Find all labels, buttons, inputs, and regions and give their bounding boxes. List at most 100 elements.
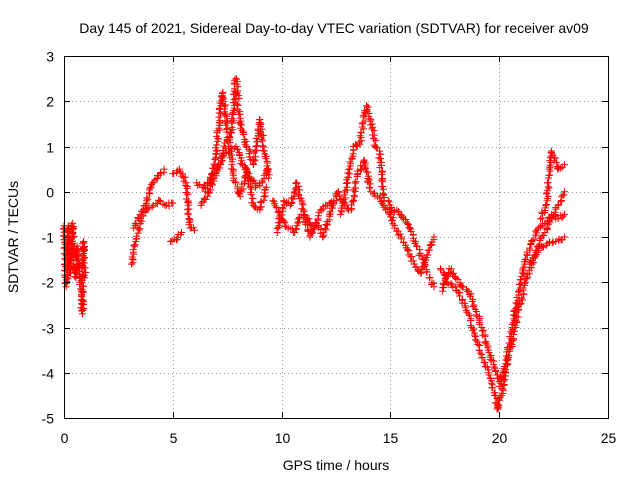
data-marker <box>557 164 565 172</box>
data-marker <box>353 142 361 150</box>
data-marker <box>472 311 480 319</box>
data-marker <box>222 112 230 120</box>
data-marker <box>447 265 455 273</box>
data-marker <box>275 222 283 230</box>
data-marker <box>558 163 566 171</box>
data-marker <box>402 244 410 252</box>
data-marker <box>234 145 242 153</box>
data-marker <box>447 279 455 287</box>
data-marker <box>259 142 267 150</box>
data-marker <box>488 384 496 392</box>
data-marker <box>186 217 194 225</box>
data-marker <box>559 212 567 220</box>
data-point <box>526 260 534 268</box>
data-marker <box>143 194 151 202</box>
data-marker <box>260 143 268 151</box>
data-marker <box>228 115 236 123</box>
data-marker <box>398 213 406 221</box>
data-marker <box>506 339 514 347</box>
data-marker <box>241 166 249 174</box>
data-marker <box>176 168 184 176</box>
data-marker <box>511 305 519 313</box>
data-marker <box>557 198 565 206</box>
x-axis-tick-labels: 0 5 10 15 20 25 <box>61 430 617 446</box>
data-marker <box>314 212 322 220</box>
data-marker <box>543 224 551 232</box>
data-marker <box>542 200 550 208</box>
data-marker <box>271 202 279 210</box>
data-marker <box>511 312 519 320</box>
data-marker <box>131 241 139 249</box>
data-point <box>560 188 568 196</box>
data-marker <box>533 226 541 234</box>
data-marker <box>292 179 300 187</box>
data-marker <box>184 190 192 198</box>
data-marker <box>226 143 234 151</box>
data-marker <box>456 292 464 300</box>
data-marker <box>173 167 181 175</box>
y-tick-label: -2 <box>42 275 55 291</box>
data-marker <box>365 184 373 192</box>
data-marker <box>132 220 140 228</box>
data-point <box>362 102 370 110</box>
data-marker <box>423 268 431 276</box>
data-marker <box>253 138 261 146</box>
data-marker <box>170 170 178 178</box>
data-marker <box>560 191 568 199</box>
data-marker <box>239 185 247 193</box>
data-marker <box>488 356 496 364</box>
data-marker <box>542 242 550 250</box>
data-marker <box>146 184 154 192</box>
x-tick-label: 25 <box>601 430 617 446</box>
data-marker <box>299 201 307 209</box>
data-marker <box>223 128 231 136</box>
data-marker <box>426 241 434 249</box>
data-marker <box>159 200 167 208</box>
data-marker <box>343 186 351 194</box>
y-tick-label: 2 <box>46 94 54 110</box>
data-marker <box>233 89 241 97</box>
data-marker <box>478 327 486 335</box>
data-marker <box>364 168 372 176</box>
data-marker <box>544 183 552 191</box>
data-marker <box>184 210 192 218</box>
data-marker <box>322 201 330 209</box>
data-marker <box>532 229 540 237</box>
data-marker <box>207 171 215 179</box>
data-marker <box>397 235 405 243</box>
data-marker <box>229 99 237 107</box>
data-marker <box>138 207 146 215</box>
data-marker <box>501 376 509 384</box>
data-marker <box>161 201 169 209</box>
data-marker <box>150 179 158 187</box>
data-marker <box>369 131 377 139</box>
data-marker <box>148 203 156 211</box>
data-marker <box>133 232 141 240</box>
data-marker <box>185 205 193 213</box>
data-marker <box>301 211 309 219</box>
data-marker <box>69 228 77 236</box>
data-marker <box>80 271 88 279</box>
data-marker <box>543 218 551 226</box>
data-marker <box>509 311 517 319</box>
data-marker <box>217 109 225 117</box>
data-marker <box>366 180 374 188</box>
data-marker <box>499 369 507 377</box>
data-marker <box>491 392 499 400</box>
data-marker <box>230 116 238 124</box>
data-marker <box>240 131 248 139</box>
data-point <box>127 260 135 268</box>
data-marker <box>545 184 553 192</box>
data-marker <box>290 189 298 197</box>
x-tick-label: 0 <box>61 430 69 446</box>
x-tick-label: 10 <box>275 430 291 446</box>
data-marker <box>236 186 244 194</box>
data-marker <box>430 236 438 244</box>
data-marker <box>340 199 348 207</box>
data-marker <box>407 253 415 261</box>
data-marker <box>153 175 161 183</box>
data-marker <box>344 179 352 187</box>
data-marker <box>78 292 86 300</box>
data-marker <box>249 199 257 207</box>
data-marker <box>182 181 190 189</box>
